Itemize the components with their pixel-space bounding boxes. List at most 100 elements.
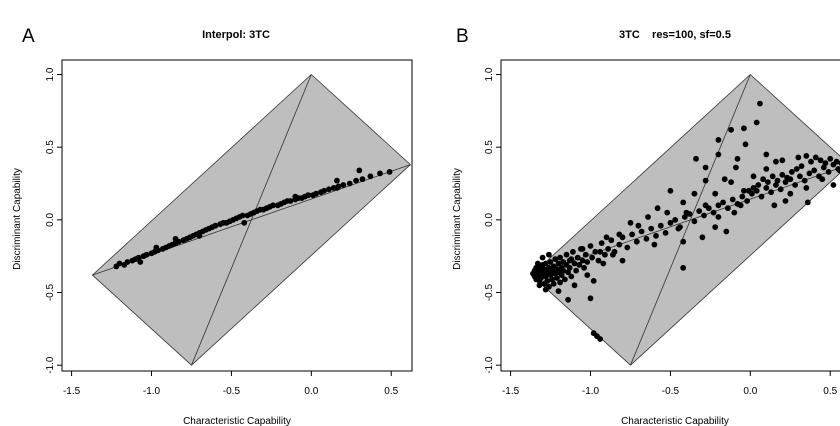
data-point-57 (313, 190, 319, 197)
data-point-124 (798, 163, 805, 170)
y-tick-label: 1.0 (484, 67, 495, 81)
data-point-36 (558, 272, 565, 278)
data-point-36 (239, 212, 246, 219)
data-point-185 (731, 209, 738, 216)
x-tick-label: 0.0 (304, 386, 318, 397)
data-point-66 (359, 176, 366, 183)
data-point-68 (629, 231, 635, 238)
panel-b: B 3TC res=100, sf=0.5 Characteristic Cap… (452, 26, 840, 426)
data-point-64 (346, 180, 353, 187)
y-tick-label: 0.0 (484, 212, 495, 226)
data-point-176 (675, 225, 682, 232)
panel-label: A (22, 26, 35, 47)
data-point-55 (584, 259, 591, 265)
data-point-133 (755, 182, 762, 188)
data-point-139 (763, 166, 770, 172)
data-point-154 (734, 155, 741, 162)
data-point-97 (768, 189, 774, 196)
data-point-173 (568, 256, 575, 262)
axes: -1.5 -1.0 -0.5 0.0 0.5 -1.0 -0.5 0.0 0.5 1.0 (45, 67, 399, 397)
data-point-38 (560, 267, 567, 274)
data-point-195 (534, 260, 541, 267)
data-point-130 (769, 173, 776, 180)
data-point-206 (804, 199, 811, 206)
data-point-109 (825, 169, 832, 175)
data-point-155 (715, 151, 722, 158)
data-point-28 (552, 256, 559, 262)
data-point-144 (728, 126, 734, 133)
data-point-102 (792, 182, 798, 188)
x-tick-label: -1.0 (582, 386, 600, 397)
data-point-136 (741, 187, 747, 194)
data-point-60 (598, 240, 605, 247)
data-point-75 (196, 232, 203, 239)
x-tick-label: 0.5 (823, 386, 837, 397)
data-point-49 (574, 254, 581, 261)
data-point-119 (822, 160, 829, 167)
data-point-167 (584, 272, 591, 278)
data-point-59 (321, 187, 327, 194)
data-point-63 (608, 237, 615, 244)
x-axis-label: Characteristic Capability (183, 416, 291, 426)
data-point-163 (627, 219, 634, 226)
y-tick-label: -0.5 (45, 283, 56, 301)
data-point-61 (602, 251, 608, 258)
data-point-204 (771, 202, 778, 209)
data-point-145 (715, 137, 722, 143)
data-point-126 (789, 169, 795, 175)
data-point-205 (787, 190, 794, 197)
y-tick-label: 0.5 (484, 140, 495, 154)
data-point-149 (721, 176, 728, 183)
data-point-50 (287, 198, 294, 204)
data-point-194 (536, 282, 543, 289)
data-point-174 (579, 246, 586, 252)
data-point-157 (680, 199, 687, 206)
data-point-193 (542, 286, 549, 293)
data-point-201 (819, 176, 826, 183)
data-point-150 (733, 164, 739, 171)
data-point-91 (739, 193, 746, 200)
panel-label: B (456, 26, 469, 47)
data-point-56 (587, 243, 594, 249)
data-point-152 (753, 119, 760, 126)
chart-title: Interpol: 3TC (202, 29, 270, 41)
data-point-170 (587, 295, 594, 302)
data-point-88 (725, 205, 731, 212)
data-point-103 (797, 173, 803, 180)
data-point-183 (715, 214, 722, 220)
data-point-87 (720, 199, 726, 206)
data-point-92 (744, 198, 750, 204)
data-point-50 (576, 262, 583, 268)
data-point-125 (793, 166, 800, 172)
data-point-148 (702, 177, 709, 184)
data-point-118 (827, 155, 834, 162)
data-point-117 (833, 158, 840, 165)
data-point-42 (565, 269, 571, 276)
data-point-153 (741, 125, 747, 132)
data-point-74 (241, 219, 248, 226)
x-tick-label: 0.5 (384, 386, 398, 397)
data-point-186 (737, 202, 744, 209)
data-point-1 (116, 260, 123, 267)
data-point-65 (616, 241, 623, 248)
data-point-137 (795, 154, 802, 161)
data-point-28 (212, 222, 219, 229)
data-point-187 (680, 264, 687, 271)
chart-title: 3TC res=100, sf=0.5 (619, 29, 731, 41)
data-point-200 (803, 185, 810, 191)
data-point-70 (334, 185, 340, 191)
panel-a: A Interpol: 3TC Characteristic Capabilit… (12, 26, 413, 426)
x-tick-label: 0.0 (743, 386, 757, 397)
data-point-158 (667, 187, 674, 194)
data-point-60 (326, 186, 332, 193)
data-point-120 (817, 157, 824, 164)
data-point-172 (555, 288, 562, 294)
data-point-59 (595, 257, 602, 264)
data-point-65 (353, 177, 359, 184)
data-point-138 (779, 157, 786, 164)
y-axis-label: Discriminant Capability (452, 168, 463, 270)
data-point-54 (582, 251, 589, 258)
data-point-131 (765, 179, 771, 186)
data-point-165 (603, 234, 610, 241)
data-point-67 (624, 244, 631, 251)
